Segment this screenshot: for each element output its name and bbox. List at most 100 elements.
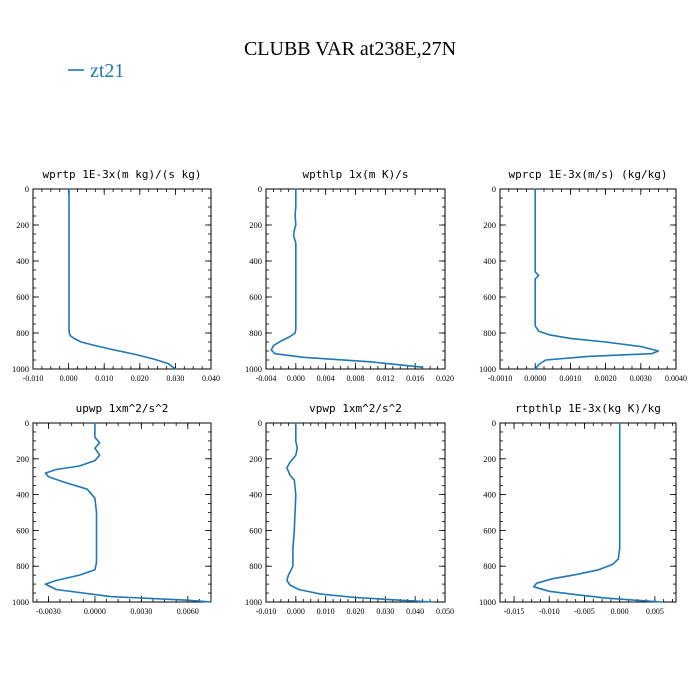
- y-tick-label: 1000: [479, 364, 496, 374]
- x-tick-label: 0.030: [166, 374, 184, 383]
- x-tick-label: 0.004: [317, 374, 335, 383]
- x-tick-label: 0.008: [347, 374, 365, 383]
- panel-title: wpthlp 1x(m K)/s: [303, 168, 409, 181]
- x-tick-label: 0.000: [60, 374, 78, 383]
- plot-frame: [265, 188, 446, 370]
- plot-frame: [32, 188, 212, 370]
- y-tick-label: 0: [258, 418, 262, 428]
- x-tick-label: 0.020: [131, 374, 149, 383]
- x-tick-label: 0.010: [317, 607, 335, 616]
- chart-panel: vpwp 1xm^2/s^2 0 200 400 600 800 1000-0.010 0.0…: [245, 402, 454, 616]
- chart-panel: wprtp 1E-3x(m kg)/(s kg) 0 200 400 600 800 100…: [12, 168, 220, 383]
- y-tick-label: 600: [483, 292, 496, 302]
- panel-title: wprtp 1E-3x(m kg)/(s kg): [43, 168, 202, 181]
- x-tick-label: -0.010: [23, 374, 44, 383]
- x-tick-label: 0.016: [406, 374, 424, 383]
- y-tick-label: 400: [16, 490, 29, 500]
- x-tick-label: 0.030: [376, 607, 394, 616]
- y-tick-label: 1000: [12, 364, 29, 374]
- y-tick-label: 400: [483, 490, 496, 500]
- x-tick-label: 0.005: [646, 607, 664, 616]
- y-tick-label: 400: [483, 256, 496, 266]
- y-tick-label: 1000: [479, 597, 496, 607]
- plot-frame: [499, 422, 677, 603]
- y-tick-label: 800: [249, 328, 262, 338]
- series-line-zt21: [532, 422, 663, 603]
- y-tick-label: 600: [483, 525, 496, 535]
- x-tick-label: 0.0000: [524, 374, 546, 383]
- chart-panel: wprcp 1E-3x(m/s) (kg/kg) 0 200 400 600 800 100…: [479, 168, 687, 383]
- x-tick-label: -0.015: [504, 607, 525, 616]
- x-tick-label: 0.020: [347, 607, 365, 616]
- y-tick-label: 200: [483, 220, 496, 230]
- figure-title: CLUBB VAR at238E,27N: [244, 38, 456, 60]
- panel-title: rtpthlp 1E-3x(kg K)/kg: [515, 402, 661, 415]
- y-tick-label: 600: [249, 525, 262, 535]
- x-tick-label: -0.0010: [488, 374, 513, 383]
- y-tick-label: 0: [25, 418, 29, 428]
- series-line-zt21: [44, 422, 212, 603]
- y-tick-label: 800: [16, 561, 29, 571]
- series-line-zt21: [286, 422, 434, 603]
- y-tick-label: 0: [258, 184, 262, 194]
- x-tick-label: 0.0060: [177, 607, 199, 616]
- panel-title: wprcp 1E-3x(m/s) (kg/kg): [509, 168, 668, 181]
- x-tick-label: 0.0030: [130, 607, 152, 616]
- y-tick-label: 600: [249, 292, 262, 302]
- y-tick-label: 200: [16, 454, 29, 464]
- x-tick-label: 0.0000: [84, 607, 106, 616]
- y-tick-label: 800: [249, 561, 262, 571]
- x-tick-label: -0.010: [256, 607, 277, 616]
- y-tick-label: 600: [16, 292, 29, 302]
- y-tick-label: 800: [483, 561, 496, 571]
- panels: wprtp 1E-3x(m kg)/(s kg) 0 200 400 600 800 100…: [12, 168, 687, 616]
- y-tick-label: 200: [483, 454, 496, 464]
- x-tick-label: 0.050: [436, 607, 454, 616]
- x-tick-label: 0.040: [406, 607, 424, 616]
- x-tick-label: 0.0010: [559, 374, 581, 383]
- chart-panel: wpthlp 1x(m K)/s 0 200 400 600 800 1000-0.004 0…: [245, 168, 454, 383]
- y-tick-label: 1000: [245, 364, 262, 374]
- y-tick-label: 200: [16, 220, 29, 230]
- x-tick-label: 0.0030: [630, 374, 652, 383]
- y-tick-label: 0: [25, 184, 29, 194]
- x-tick-label: 0.0040: [665, 374, 687, 383]
- x-tick-label: 0.010: [95, 374, 113, 383]
- x-tick-label: 0.020: [436, 374, 454, 383]
- y-tick-label: 400: [16, 256, 29, 266]
- y-tick-label: 200: [249, 220, 262, 230]
- x-tick-label: 0.040: [202, 374, 220, 383]
- x-tick-label: 0.012: [376, 374, 394, 383]
- y-tick-label: 1000: [245, 597, 262, 607]
- y-tick-label: 400: [249, 490, 262, 500]
- x-tick-label: 0.000: [287, 607, 305, 616]
- plot-frame: [265, 422, 446, 603]
- y-tick-label: 0: [492, 184, 496, 194]
- chart-panel: rtpthlp 1E-3x(kg K)/kg02004006008001000-…: [479, 402, 677, 616]
- x-tick-label: -0.005: [574, 607, 595, 616]
- y-tick-label: 600: [16, 525, 29, 535]
- x-tick-label: 0.000: [287, 374, 305, 383]
- x-tick-label: -0.0030: [36, 607, 61, 616]
- x-tick-label: -0.004: [256, 374, 277, 383]
- legend: zt21: [68, 60, 124, 82]
- plot-frame: [499, 188, 677, 370]
- x-tick-label: 0.0020: [595, 374, 617, 383]
- x-tick-label: -0.010: [539, 607, 560, 616]
- y-tick-label: 0: [492, 418, 496, 428]
- panel-title: vpwp 1xm^2/s^2: [309, 402, 402, 415]
- y-tick-label: 800: [16, 328, 29, 338]
- series-line-zt21: [270, 188, 424, 369]
- series-line-zt21: [534, 188, 660, 370]
- legend-label: zt21: [90, 60, 124, 82]
- chart-panel: upwp 1xm^2/s^2 0 200 400 600 800 1000 -0.0030 0.…: [12, 402, 212, 616]
- x-tick-label: 0.000: [611, 607, 629, 616]
- y-tick-label: 200: [249, 454, 262, 464]
- plot-frame: [32, 422, 212, 603]
- series-line-zt21: [68, 188, 177, 370]
- panel-title: upwp 1xm^2/s^2: [76, 402, 169, 415]
- y-tick-label: 400: [249, 256, 262, 266]
- y-tick-label: 800: [483, 328, 496, 338]
- y-tick-label: 1000: [12, 597, 29, 607]
